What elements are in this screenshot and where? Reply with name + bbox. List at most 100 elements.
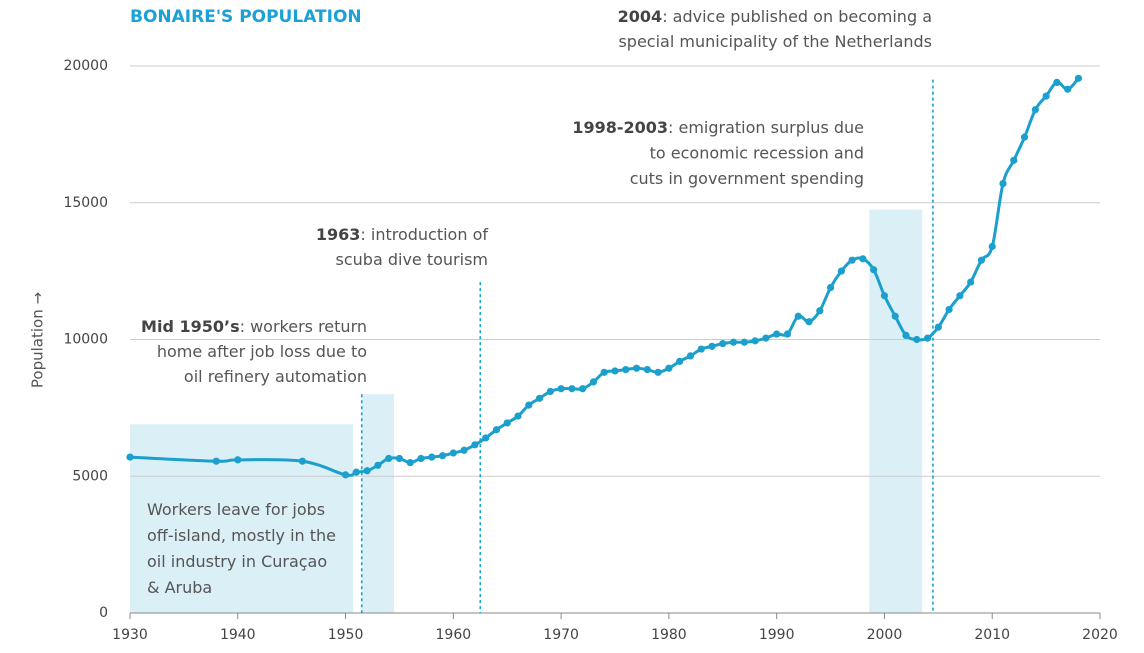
data-point (352, 468, 360, 476)
annotation: scuba dive tourism (336, 250, 488, 269)
x-tick-label: 1970 (543, 627, 579, 643)
annotation: off-island, mostly in the (147, 526, 336, 545)
x-tick-label: 2010 (974, 627, 1010, 643)
annotation: special municipality of the Netherlands (618, 32, 932, 51)
data-point (708, 342, 716, 350)
data-point (482, 434, 490, 442)
data-point (632, 364, 641, 372)
data-point (762, 334, 770, 342)
data-point (719, 340, 727, 348)
data-point (579, 385, 587, 393)
data-point (611, 367, 619, 375)
x-tick-label: 1960 (436, 627, 472, 643)
data-point (212, 457, 220, 465)
trend-line (129, 77, 1080, 477)
annotation-bold: 1998-2003 (572, 118, 668, 137)
data-point (514, 412, 522, 420)
shaded-range (130, 424, 354, 613)
annotation-text: : emigration surplus due (668, 118, 864, 137)
annotation: 2004: advice published on becoming a (618, 7, 932, 26)
annotation: oil industry in Curaçao (147, 552, 327, 571)
shaded-range (361, 394, 395, 613)
data-point (568, 385, 576, 393)
data-point (643, 365, 651, 374)
annotation-text: : introduction of (360, 225, 488, 244)
data-point (406, 458, 414, 467)
annotation-bold: 1963 (316, 225, 361, 244)
data-point (977, 256, 986, 264)
data-point (363, 467, 371, 475)
data-point (837, 267, 845, 275)
data-point (449, 449, 457, 457)
data-point (913, 335, 921, 344)
y-tick-label: 10000 (63, 332, 108, 348)
data-point (428, 453, 436, 461)
data-point (967, 278, 975, 286)
chart-title: BONAIRE'S POPULATION (130, 7, 362, 27)
annotation-bold: 2004 (618, 7, 663, 26)
data-point (503, 419, 511, 427)
data-point (654, 368, 662, 376)
data-point (341, 471, 350, 479)
data-point (546, 387, 554, 396)
annotation: to economic recession and (650, 143, 864, 162)
data-point (783, 330, 792, 338)
annotation: & Aruba (147, 578, 212, 597)
data-point (535, 394, 544, 402)
data-point (686, 352, 695, 360)
data-point (557, 385, 565, 393)
data-point (848, 256, 856, 264)
annotation: oil refinery automation (184, 367, 367, 386)
annotation-text: off-island, mostly in the (147, 526, 336, 545)
data-point (1031, 106, 1039, 114)
data-point (826, 283, 835, 292)
data-point (956, 292, 964, 300)
annotation-text: oil industry in Curaçao (147, 552, 327, 571)
data-point (460, 446, 468, 454)
data-point (805, 318, 813, 326)
data-point (1074, 74, 1083, 82)
data-point (1010, 156, 1018, 164)
annotation: cuts in government spending (630, 169, 864, 188)
annotation-text: : workers return (240, 317, 367, 336)
data-point (395, 454, 404, 463)
x-tick-label: 2020 (1082, 627, 1118, 643)
data-point (751, 337, 759, 345)
annotation-text: home after job loss due to (157, 342, 367, 361)
y-tick-label: 0 (99, 605, 108, 621)
annotation-text: cuts in government spending (630, 169, 864, 188)
data-point (665, 364, 673, 372)
y-axis-label: Population → (29, 292, 47, 388)
data-point (374, 461, 382, 469)
annotation-text: to economic recession and (650, 143, 864, 162)
data-point (816, 307, 824, 315)
data-point (126, 453, 134, 461)
data-point (870, 266, 878, 274)
shaded-range (869, 209, 923, 613)
x-tick-label: 1980 (651, 627, 687, 643)
annotation: home after job loss due to (157, 342, 367, 361)
data-point (471, 441, 479, 449)
x-tick-label: 1950 (328, 627, 364, 643)
x-tick-label: 1930 (112, 627, 148, 643)
data-point (880, 292, 889, 300)
data-point (417, 454, 425, 463)
data-point (676, 357, 684, 365)
annotation-text: & Aruba (147, 578, 212, 597)
x-tick-label: 1990 (759, 627, 795, 643)
data-point (891, 312, 899, 320)
annotation-text: special municipality of the Netherlands (618, 32, 932, 51)
y-tick-label: 5000 (72, 468, 108, 484)
data-point (859, 255, 867, 263)
data-point (1042, 92, 1050, 100)
x-tick-label: 1940 (220, 627, 256, 643)
data-point (740, 338, 748, 346)
data-point (999, 180, 1007, 188)
data-point (773, 330, 781, 338)
data-point (385, 454, 393, 463)
data-point (525, 401, 533, 409)
annotation-bold: Mid 1950’s (141, 317, 240, 336)
annotation: 1998-2003: emigration surplus due (572, 118, 864, 137)
data-point (1053, 78, 1061, 87)
